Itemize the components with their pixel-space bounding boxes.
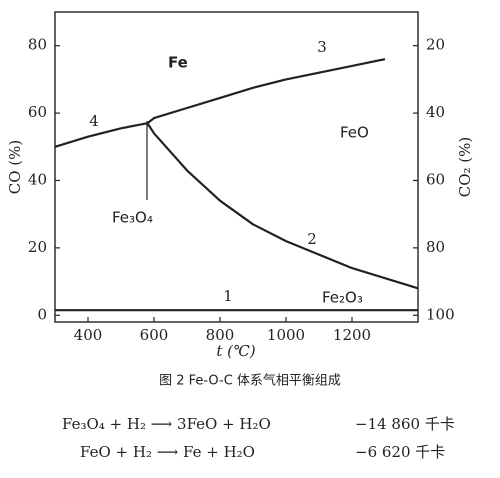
x-tick-label: 400: [74, 326, 103, 344]
y2-axis-label: CO₂ (%): [456, 137, 474, 198]
reaction-equation: Fe₃O₄ + H₂ ⟶ 3FeO + H₂O: [62, 415, 271, 433]
curve-label: 3: [317, 38, 327, 56]
y2-tick-label: 100: [426, 305, 455, 323]
region-label: Fe: [168, 54, 188, 72]
curve-label: 2: [307, 230, 317, 248]
y-tick-label: 80: [28, 36, 47, 54]
equilibrium-curve: [146, 122, 419, 290]
y-tick-label: 40: [28, 170, 47, 188]
equilibrium-curve: [54, 58, 386, 148]
y-axis-label: CO (%): [6, 140, 24, 195]
curve-label: 4: [89, 112, 99, 130]
y2-tick-label: 60: [426, 170, 445, 188]
y2-tick-label: 80: [426, 238, 445, 256]
x-tick-label: 600: [140, 326, 169, 344]
y-tick-label: 60: [28, 103, 47, 121]
x-tick-label: 1200: [333, 326, 371, 344]
region-label: Fe₂O₃: [322, 289, 363, 307]
x-axis-label: t (℃): [216, 342, 255, 360]
y-tick-label: 20: [28, 238, 47, 256]
reaction-equation: FeO + H₂ ⟶ Fe + H₂O: [80, 443, 255, 461]
region-label: FeO: [340, 124, 369, 142]
reaction-heat: −6 620 千卡: [355, 443, 445, 461]
plot-frame: [54, 11, 419, 323]
y2-tick-label: 40: [426, 103, 445, 121]
x-tick-label: 800: [206, 326, 235, 344]
x-tick-label: 1000: [267, 326, 305, 344]
curve-label: 1: [223, 287, 233, 305]
y2-tick-label: 20: [426, 36, 445, 54]
y-tick-label: 0: [37, 305, 47, 323]
caption: 图 2 Fe-O-C 体系气相平衡组成: [159, 373, 341, 389]
region-label: Fe₃O₄: [112, 209, 153, 227]
reaction-heat: −14 860 千卡: [355, 415, 455, 433]
